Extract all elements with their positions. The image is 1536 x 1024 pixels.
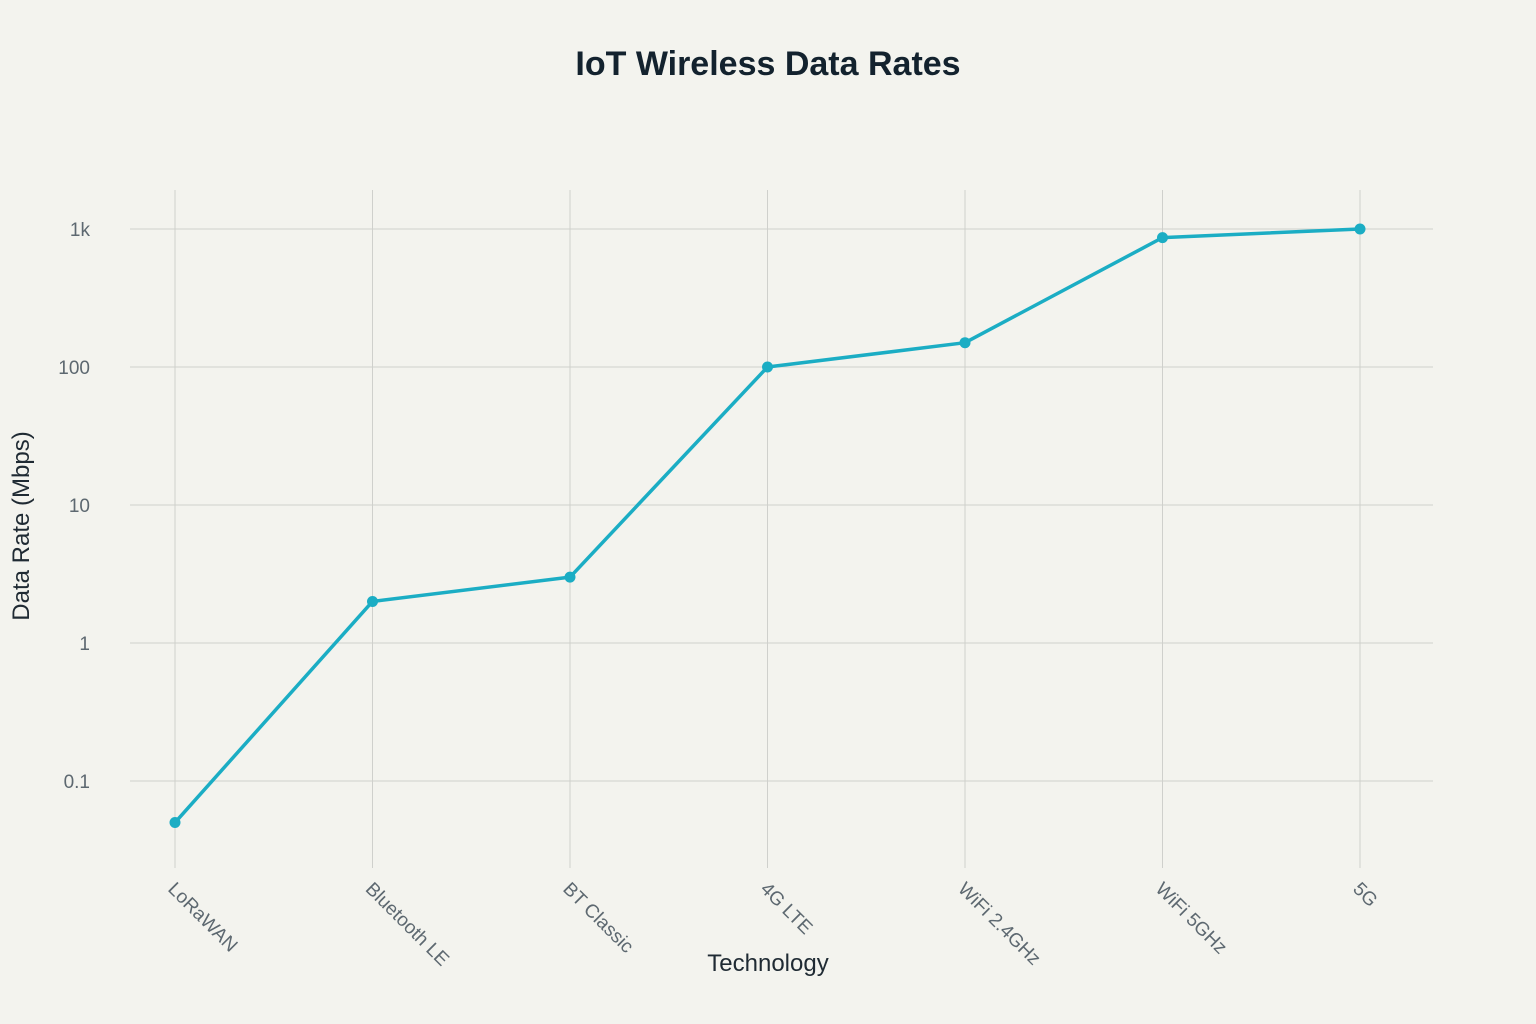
x-tick-label: WiFi 2.4GHz xyxy=(953,879,1044,970)
data-point xyxy=(1354,223,1366,235)
series-layer xyxy=(169,223,1366,829)
y-axis-title: Data Rate (Mbps) xyxy=(8,431,35,620)
data-point xyxy=(762,361,773,373)
y-tick-label: 100 xyxy=(58,358,90,379)
data-point xyxy=(1157,232,1168,244)
data-point xyxy=(169,817,181,829)
y-tick-label: 0.1 xyxy=(64,772,90,793)
y-tick-label: 1k xyxy=(70,220,91,241)
x-tick-label: 5G xyxy=(1348,879,1381,912)
x-axis-title: Technology xyxy=(707,950,828,977)
x-tick-label: WiFi 5GHz xyxy=(1151,879,1231,959)
x-tick-label: 4G LTE xyxy=(756,879,816,939)
x-tick-label: BT Classic xyxy=(558,879,637,958)
x-tick-label: Bluetooth LE xyxy=(361,879,453,971)
chart-title: IoT Wireless Data Rates xyxy=(575,45,960,83)
y-axis-ticks: 0.1 1 10 100 1k xyxy=(58,220,90,793)
y-tick-label: 1 xyxy=(79,634,90,655)
x-tick-label: LoRaWAN xyxy=(163,879,241,957)
data-point xyxy=(564,571,576,583)
y-tick-label: 10 xyxy=(69,496,90,517)
data-point xyxy=(367,595,378,607)
grid xyxy=(130,190,1433,868)
data-point xyxy=(959,337,971,349)
